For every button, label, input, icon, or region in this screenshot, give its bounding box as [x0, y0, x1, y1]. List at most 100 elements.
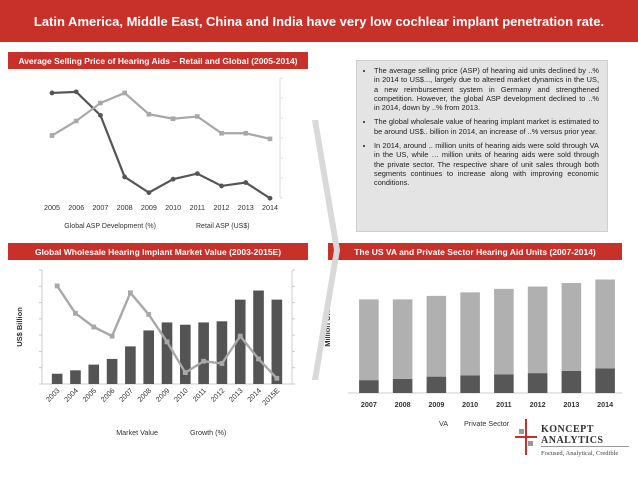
va-bar: [460, 375, 480, 393]
growth-point: [182, 370, 188, 375]
x-tick-label: 2009: [428, 400, 444, 409]
data-point: [49, 133, 55, 138]
x-tick-label: 2014: [597, 400, 613, 409]
panel-units-title: The US VA and Private Sector Hearing Aid…: [328, 243, 622, 260]
x-tick-label: 2011: [190, 203, 205, 212]
market-value-bar: [51, 373, 63, 384]
private-sector-bar: [460, 292, 480, 376]
data-point: [122, 174, 128, 180]
data-point: [146, 111, 152, 117]
x-tick-label: 2012: [530, 400, 546, 409]
x-tick-label: 2011: [191, 386, 208, 403]
x-tick-label: 2007: [361, 400, 377, 409]
x-tick-label: 2012: [214, 203, 230, 212]
x-tick-label: 2009: [141, 203, 157, 212]
legend-growth: Growth (%): [190, 428, 226, 437]
growth-point: [73, 310, 78, 316]
private-sector-bar: [561, 283, 582, 371]
private-sector-bar: [359, 299, 379, 381]
x-tick-label: 2007: [117, 386, 135, 404]
va-bar: [527, 373, 548, 393]
x-tick-label: 2010: [172, 386, 190, 404]
summary-textbox: The average selling price (ASP) of heari…: [356, 60, 608, 232]
market-value-bar: [271, 299, 283, 384]
panel-market-value-title: Global Wholesale Hearing Implant Market …: [8, 243, 308, 260]
growth-point: [237, 333, 243, 339]
data-point: [98, 112, 103, 118]
asp-line-chart: 2005 2006 2007 2008 2009 2010 2011 2012 2013 2014…: [44, 77, 283, 230]
logo-name-line1: KONCEPT: [541, 424, 594, 435]
va-bar: [392, 378, 413, 393]
growth-point: [54, 283, 60, 289]
data-point: [243, 180, 249, 185]
data-point: [49, 90, 55, 96]
data-point: [98, 100, 103, 106]
growth-point: [127, 290, 133, 296]
bullet-wholesale: The global wholesale value of hearing im…: [374, 117, 599, 136]
growth-point: [164, 339, 170, 345]
x-tick-label: 2010: [165, 203, 181, 212]
x-tick-label: 2005: [44, 203, 60, 212]
data-point: [194, 171, 200, 176]
x-tick-label: 2011: [496, 400, 512, 409]
private-sector-bar: [494, 288, 514, 375]
data-point: [170, 116, 176, 122]
y-axis-label: US$ Billion: [15, 307, 24, 347]
chevron-right-icon: [312, 120, 340, 380]
legend-global-asp: Global ASP Development (%): [64, 223, 156, 230]
data-point: [267, 195, 273, 201]
market-value-bar: [198, 322, 209, 384]
market-value-bar: [253, 290, 264, 384]
data-point: [122, 90, 127, 96]
market-value-bar: [216, 321, 228, 384]
data-point: [170, 176, 176, 182]
series-line-0: [51, 90, 271, 200]
x-tick-label: 2014: [262, 203, 278, 212]
legend-va: VA: [439, 419, 448, 428]
x-tick-label: 2013: [563, 400, 579, 409]
page-title: Latin America, Middle East, China and In…: [33, 13, 605, 29]
data-point: [146, 190, 152, 196]
va-bar: [561, 370, 582, 393]
x-tick-label: 2008: [135, 386, 153, 404]
x-tick-label: 2009: [154, 386, 172, 404]
data-point: [73, 118, 79, 124]
va-bar: [595, 368, 615, 393]
units-stacked-chart: Million Units 2007 2008 2009 2010 2011 2012 201…: [323, 279, 622, 428]
market-value-bar: [143, 330, 155, 384]
private-sector-bar: [527, 286, 548, 374]
private-sector-bar: [595, 279, 615, 369]
koncept-logo: KONCEPT ANALYTICS Focused, Analytical, C…: [515, 415, 633, 470]
data-point: [267, 136, 273, 142]
x-tick-label: 2004: [62, 386, 80, 404]
market-value-bar: [88, 364, 100, 384]
logo-tagline: Focused, Analytical, Credible: [541, 450, 619, 457]
logo-name-line2: ANALYTICS: [541, 435, 604, 446]
x-tick-label: 2006: [99, 386, 117, 404]
x-tick-label: 2013: [238, 203, 254, 212]
data-point: [73, 89, 79, 95]
series-line-1: [51, 91, 271, 140]
va-bar: [426, 376, 447, 393]
x-tick-label: 2013: [227, 386, 245, 404]
market-value-bar: [161, 322, 173, 384]
x-tick-label: 2003: [44, 386, 62, 404]
market-value-bar: [125, 346, 136, 384]
growth-point: [91, 324, 97, 330]
y-axis-label: Million Units: [323, 302, 332, 347]
growth-point: [274, 375, 280, 381]
growth-point: [256, 356, 261, 362]
growth-point: [201, 358, 207, 364]
data-point: [219, 130, 224, 136]
x-tick-label: 2008: [117, 203, 133, 212]
market-value-bar: [179, 324, 191, 384]
x-tick-label: 2006: [68, 203, 84, 212]
growth-point: [109, 333, 115, 339]
data-point: [243, 130, 249, 136]
x-tick-label: 2008: [395, 400, 411, 409]
x-tick-label: 2012: [209, 386, 227, 404]
legend-market-value: Market Value: [116, 428, 158, 437]
bullet-asp: The average selling price (ASP) of heari…: [374, 66, 599, 112]
data-point: [195, 114, 200, 119]
